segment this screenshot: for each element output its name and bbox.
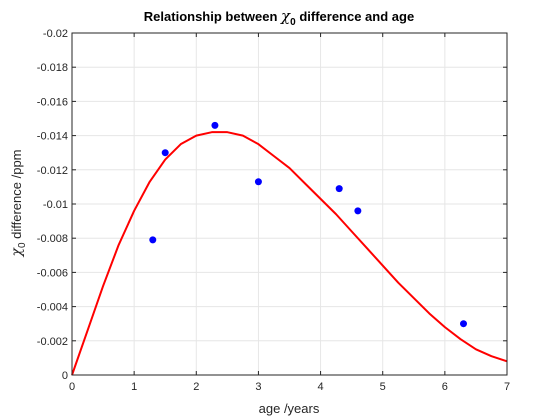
x-tick-label: 0 [69,381,75,393]
data-point [460,320,467,328]
y-tick-label: -0.002 [37,336,68,348]
y-tick-label: -0.01 [43,199,68,211]
title-chi-symbol: χ [280,7,291,25]
x-tick-label: 6 [442,381,448,393]
ticks: 0 1 2 3 4 5 6 7 0 -0.002 -0.004 -0.006 -0.008 -0.01 -0… [37,28,510,393]
y-axis-label: χ0 difference /ppm [9,149,28,257]
title-suffix: difference and age [296,9,414,24]
x-tick-label: 7 [504,381,510,393]
y-tick-label: -0.02 [43,28,68,40]
title-prefix: Relationship between [144,9,281,24]
y-tick-label: -0.016 [37,96,68,108]
y-tick-label: -0.006 [37,267,68,279]
data-point [211,121,219,129]
data-point [335,185,343,193]
fitted-curve [71,131,508,376]
y-tick-label: 0 [62,370,68,382]
ylabel-chi-symbol: χ [9,247,25,258]
chart-title: Relationship between χ0 difference and a… [144,7,414,28]
y-tick-label: -0.008 [37,233,68,245]
y-tick-label: -0.014 [37,131,68,143]
x-tick-label: 4 [318,381,324,393]
x-tick-label: 3 [255,381,261,393]
fitted-curve-layer [71,131,508,376]
data-point [161,149,169,157]
x-tick-label: 5 [380,381,386,393]
title-subscript: 0 [290,17,296,28]
y-tick-label: -0.012 [37,165,68,177]
data-point [354,207,362,215]
x-axis-label: age /years [259,401,320,416]
ylabel-suffix: difference /ppm [9,149,24,242]
data-points-layer [149,121,467,328]
ylabel-subscript: 0 [17,242,28,248]
x-tick-label: 1 [131,381,137,393]
x-tick-label: 2 [193,381,199,393]
y-tick-label: -0.018 [37,62,68,74]
data-point [149,236,157,244]
data-point [254,178,262,186]
y-tick-label: -0.004 [37,302,68,314]
